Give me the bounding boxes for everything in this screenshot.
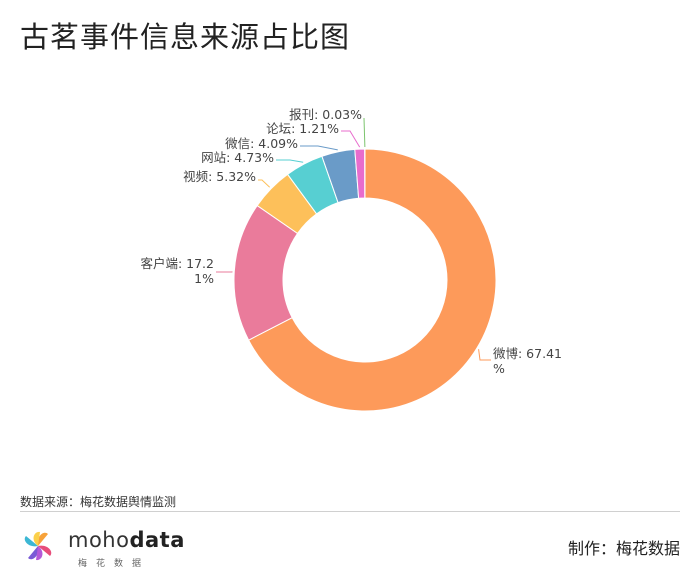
leader-line-视频 (258, 179, 271, 188)
footer-divider (20, 511, 680, 512)
leader-line-微信 (300, 145, 338, 151)
data-label-报刊: 报刊: 0.03% (289, 107, 362, 122)
logo-wordmark: mohodata (68, 528, 185, 552)
data-source-note: 数据来源：梅花数据舆情监测 (20, 495, 177, 509)
mohodata-logo: mohodata 梅花数据 (18, 524, 184, 569)
leader-line-微博 (478, 349, 491, 361)
data-label-网站: 网站: 4.73% (201, 150, 274, 165)
data-label-论坛: 论坛: 1.21% (266, 121, 339, 136)
pinwheel-logo-icon (24, 531, 52, 561)
data-label-视频: 视频: 5.32% (183, 169, 256, 184)
leader-line-论坛 (341, 130, 361, 148)
data-label-微博: 微博: 67.41% (493, 346, 562, 376)
leader-line-网站 (276, 159, 304, 163)
slice-微博[interactable] (247, 148, 497, 412)
data-label-客户端: 客户端: 17.2 1% (140, 256, 214, 286)
data-label-微信: 微信: 4.09% (225, 136, 298, 151)
logo-subtitle: 梅花数据 (78, 559, 151, 569)
producer-credit: 制作：梅花数据 (567, 539, 680, 558)
page-title: 古茗事件信息来源占比图 (20, 20, 351, 54)
leader-line-报刊 (363, 117, 366, 148)
